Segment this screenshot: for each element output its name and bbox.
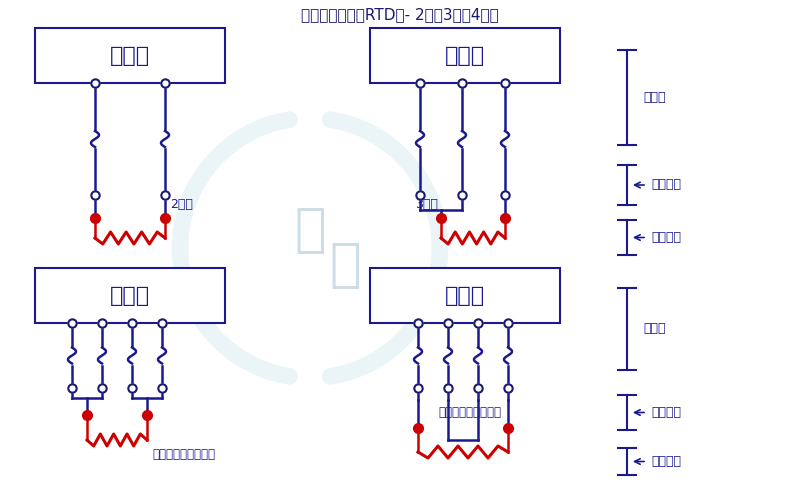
Text: 变送器: 变送器 xyxy=(110,286,150,306)
Text: 四线制有配对端子线: 四线制有配对端子线 xyxy=(152,448,215,461)
Text: 内部导线: 内部导线 xyxy=(651,179,681,191)
Bar xyxy=(35,28,225,83)
Text: 电阻元件: 电阻元件 xyxy=(651,231,681,244)
Text: 变送器: 变送器 xyxy=(110,46,150,65)
Bar xyxy=(370,268,560,323)
Bar xyxy=(35,268,225,323)
Text: 电阻元件: 电阻元件 xyxy=(651,455,681,468)
Text: 变送器: 变送器 xyxy=(445,286,485,306)
Text: 变送器: 变送器 xyxy=(445,46,485,65)
Text: 内部导线: 内部导线 xyxy=(651,406,681,419)
Text: 3线制: 3线制 xyxy=(415,198,438,211)
Text: 连: 连 xyxy=(329,239,361,291)
Text: 铜导线: 铜导线 xyxy=(643,322,666,335)
Text: 2线制: 2线制 xyxy=(170,198,193,211)
Text: 维: 维 xyxy=(294,204,326,256)
Text: 热电阻传感器（RTD）- 2线、3线、4线制: 热电阻传感器（RTD）- 2线、3线、4线制 xyxy=(301,7,499,22)
Bar xyxy=(370,28,560,83)
Text: 四线制没有补偿回路: 四线制没有补偿回路 xyxy=(438,407,501,420)
Text: 铜导线: 铜导线 xyxy=(643,91,666,104)
